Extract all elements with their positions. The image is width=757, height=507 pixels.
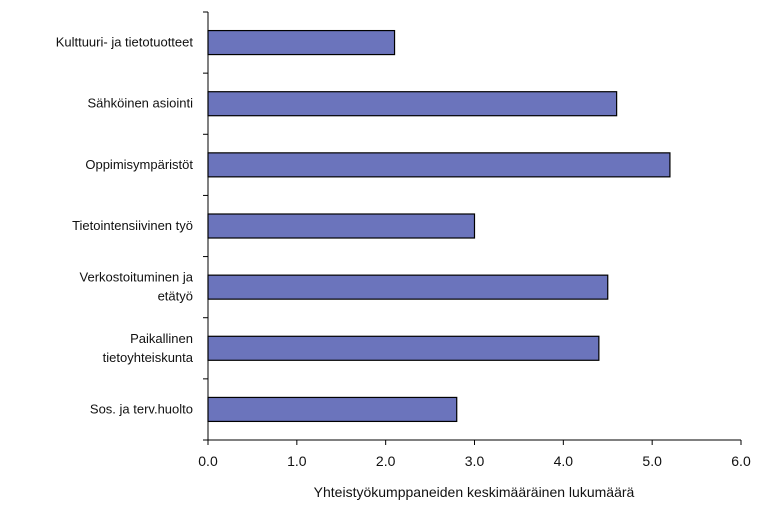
bar xyxy=(207,91,618,117)
category-label: Tietointensiivinen työ xyxy=(72,218,193,233)
bar xyxy=(207,29,396,56)
bar xyxy=(207,213,476,239)
category-label: etätyö xyxy=(158,289,193,304)
x-tick-label: 6.0 xyxy=(731,453,751,469)
x-tick-label: 2.0 xyxy=(376,453,396,469)
category-label: Verkostoituminen ja xyxy=(80,270,194,285)
category-label: Sähköinen asiointi xyxy=(87,96,193,111)
bar xyxy=(207,274,609,300)
x-axis-title: Yhteistyökumppaneiden keskimääräinen luk… xyxy=(314,484,635,500)
category-label: tietoyhteiskunta xyxy=(103,350,194,365)
category-label: Sos. ja terv.huolto xyxy=(90,401,193,416)
bar xyxy=(207,396,458,423)
category-label: Oppimisympäristöt xyxy=(85,157,193,172)
bars-group xyxy=(207,29,671,423)
x-tick-label: 0.0 xyxy=(198,453,218,469)
category-label: Paikallinen xyxy=(130,331,193,346)
x-tick-label: 5.0 xyxy=(642,453,662,469)
category-labels: Kulttuuri- ja tietotuotteet Sähköinen asi… xyxy=(56,35,194,417)
bar xyxy=(207,152,671,178)
x-tick-label: 4.0 xyxy=(554,453,574,469)
x-tick-labels: 0.0 1.0 2.0 3.0 4.0 5.0 6.0 xyxy=(198,453,751,469)
x-tick-label: 1.0 xyxy=(287,453,307,469)
bar xyxy=(207,335,600,361)
axes-group xyxy=(203,11,742,445)
category-label: Kulttuuri- ja tietotuotteet xyxy=(56,35,194,50)
x-tick-label: 3.0 xyxy=(465,453,485,469)
